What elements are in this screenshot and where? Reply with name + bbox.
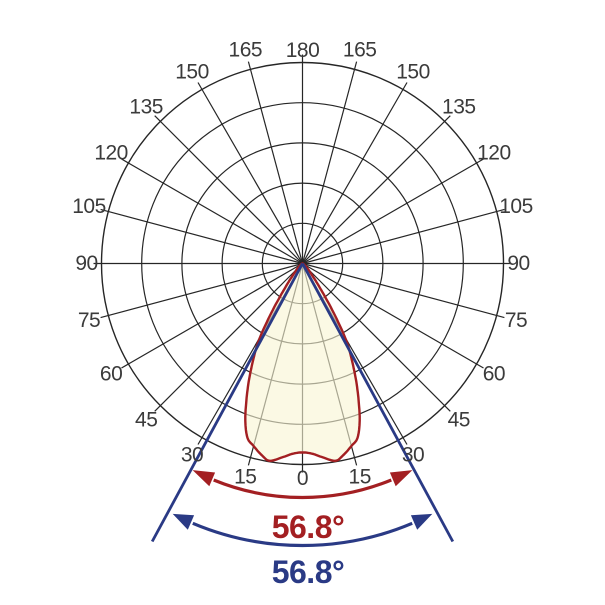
angle-label: 135 bbox=[442, 96, 476, 119]
angle-label: 75 bbox=[78, 309, 100, 332]
grid-radial-line bbox=[302, 262, 505, 319]
grid-radial-line bbox=[154, 115, 303, 264]
angle-label: 60 bbox=[100, 363, 122, 386]
grid-radial-line bbox=[302, 115, 451, 264]
intensity-distribution-curve bbox=[244, 262, 361, 462]
grid-radial-line bbox=[121, 158, 303, 265]
angle-label: 150 bbox=[175, 61, 209, 84]
angle-label: 135 bbox=[129, 96, 163, 119]
angle-label: 120 bbox=[94, 142, 128, 165]
grid-radial-line bbox=[197, 82, 304, 264]
angle-label: 30 bbox=[181, 443, 203, 466]
beam-angle-red-arc bbox=[213, 478, 392, 500]
beam-angle-red-arrowhead bbox=[389, 470, 413, 487]
angle-label: 75 bbox=[505, 309, 527, 332]
grid-radial-line bbox=[302, 208, 505, 265]
angle-label: 15 bbox=[349, 466, 371, 489]
beam-angle-red-arrowhead bbox=[192, 470, 216, 487]
angle-label: 120 bbox=[477, 142, 511, 165]
angle-label: 45 bbox=[448, 408, 470, 431]
angle-label: 180 bbox=[286, 39, 320, 62]
angle-label: 90 bbox=[507, 252, 529, 275]
beam-angle-layer bbox=[150, 262, 455, 548]
angle-label: 45 bbox=[135, 408, 157, 431]
angle-label: 90 bbox=[75, 252, 97, 275]
grid-radial-line bbox=[302, 263, 451, 412]
grid-radial-line bbox=[100, 262, 303, 319]
grid-radial-line bbox=[302, 262, 484, 369]
beam-angle-blue-arrowhead bbox=[410, 513, 433, 530]
angle-labels-layer: 0 151530304545606075759090105105120120135… bbox=[72, 39, 533, 491]
grid-radial-line bbox=[302, 158, 484, 265]
grid-radial-line bbox=[154, 263, 303, 412]
angle-label: 105 bbox=[499, 195, 533, 218]
beam-angle-blue-arc bbox=[192, 521, 413, 548]
beam-angle-blue-arrowhead bbox=[172, 513, 195, 530]
angle-label: 165 bbox=[343, 39, 377, 62]
grid-radial-line bbox=[301, 82, 408, 264]
beam-angle-value-red: 56.8° bbox=[272, 509, 345, 545]
grid-radial-line bbox=[247, 61, 304, 264]
grid-radial-line bbox=[121, 262, 303, 369]
beam-limit-line bbox=[301, 262, 455, 543]
angle-label: 60 bbox=[483, 363, 505, 386]
grid-radial-line bbox=[301, 61, 358, 264]
grid-radial-line bbox=[100, 208, 303, 265]
beam-angle-value-blue: 56.8° bbox=[272, 554, 345, 590]
beam-limit-line bbox=[150, 262, 304, 543]
angle-label: 15 bbox=[234, 466, 256, 489]
angle-label: 0 bbox=[297, 467, 308, 490]
intensity-curve-layer bbox=[244, 262, 361, 462]
angle-label: 165 bbox=[229, 39, 263, 62]
angle-label: 30 bbox=[402, 443, 424, 466]
angle-label: 150 bbox=[396, 61, 430, 84]
angle-label: 105 bbox=[72, 195, 106, 218]
